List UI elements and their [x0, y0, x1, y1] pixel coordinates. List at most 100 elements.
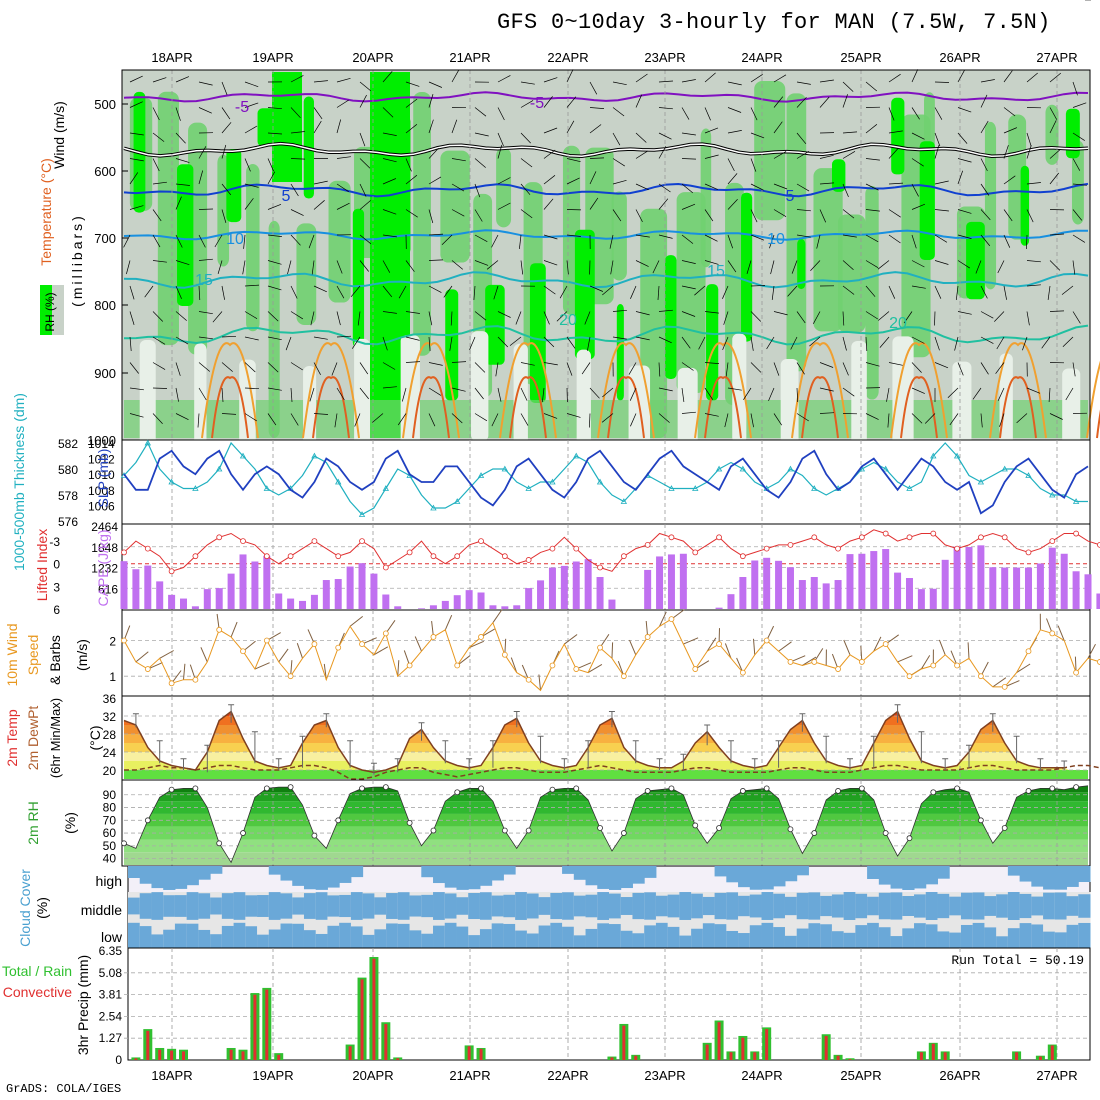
wind-barb [543, 362, 558, 366]
mid-cloud-cell [280, 893, 293, 919]
wind-barb [750, 311, 762, 322]
wind-barb [198, 234, 206, 248]
rain-precip-bar [360, 979, 364, 1060]
lifted-index-line-point [359, 538, 365, 544]
wind-barb [566, 158, 581, 163]
wind-barb [359, 158, 371, 169]
wind-barb [313, 285, 327, 293]
lifted-index-line-point [501, 553, 508, 560]
wind-barb [796, 387, 799, 403]
temp2m-units: (°C) [87, 725, 103, 750]
rain-precip-bar [622, 1025, 626, 1060]
wind-barb [495, 362, 499, 377]
wind-barb [934, 260, 949, 265]
cape-bar [120, 561, 128, 609]
wind-barb [581, 362, 591, 375]
wind10-barb [753, 638, 756, 655]
wind-barb [865, 183, 879, 191]
wind-barb [911, 336, 925, 344]
wind-barb [152, 77, 167, 83]
cape-bar [965, 547, 973, 609]
wind10-line-point [835, 666, 841, 672]
wind-barb [994, 311, 1005, 322]
rh-high-area [797, 238, 806, 290]
thickness-line [123, 441, 1088, 516]
mid-cloud-cell [526, 893, 540, 919]
wind10-panel: 21 10m Wind Speed & Barbs (m/s) [4, 609, 1100, 697]
mid-cloud-cell [949, 896, 962, 916]
high-cloud-cell [433, 866, 446, 884]
thickness-line-point [811, 485, 818, 491]
wind-barb [957, 170, 964, 185]
lifted-index-line-point [954, 545, 960, 552]
wind-barb [612, 132, 621, 146]
rh2m-line [123, 785, 1089, 864]
low-cloud-cell [503, 923, 516, 948]
wind-barb [428, 233, 444, 236]
rain-precip-bar [634, 1055, 638, 1060]
wind-barb [359, 387, 369, 400]
wind-barb [722, 336, 729, 351]
rh-high-area [445, 289, 459, 401]
mid-cloud-cell [1078, 894, 1091, 918]
wind-barb [790, 336, 798, 350]
wind-barb [175, 76, 190, 83]
wind-barb [129, 311, 135, 326]
wind-barb [865, 158, 880, 161]
wind-barb [1072, 234, 1086, 243]
bottom-date-labels: 18APR 19APR 20APR 21APR 22APR 23APR 24APR 25APR… [151, 1068, 1077, 1083]
rh-band [124, 852, 1088, 865]
wind-barb [629, 387, 637, 401]
low-cloud-cell [843, 932, 856, 948]
wind-barb [441, 234, 453, 246]
wind-barb [635, 311, 650, 316]
wind-barb [175, 234, 183, 248]
wind-barb [612, 179, 627, 185]
wind10-barb [873, 636, 882, 652]
dewpoint2m-line [124, 764, 1100, 780]
thickness-line-point [668, 485, 675, 491]
wind-barb [704, 127, 719, 134]
wind10-barb [611, 642, 614, 659]
wind-barb [1026, 260, 1041, 263]
wind-barb [336, 77, 351, 83]
cape-bar [1024, 567, 1032, 609]
high-cloud-cell [878, 866, 892, 885]
wind-barb [543, 77, 558, 83]
wind-barb [1026, 311, 1030, 326]
boundary-layer-contour [694, 342, 752, 439]
mid-cloud-cell [644, 892, 657, 920]
wind-barb [819, 154, 834, 159]
wind-barb [635, 234, 650, 238]
wind-barb [658, 146, 667, 159]
cape-ticks: -3 0 3 6 2464 1848 1232 616 [49, 520, 118, 617]
wind-barb [543, 285, 556, 295]
temp2m-tick-label: 28 [103, 728, 117, 742]
wind-barb [1026, 132, 1032, 147]
lifted-index-line-point [478, 538, 484, 544]
wind-barb [819, 209, 827, 223]
low-cloud-cell [890, 936, 903, 948]
lifted-index-line-point [1025, 549, 1032, 556]
wind-barb [175, 107, 181, 121]
wind-barb [589, 197, 599, 210]
wind-barb [405, 81, 420, 87]
wind-barb [566, 177, 580, 185]
wind-barb [589, 413, 591, 428]
rain-precip-bar [1050, 1045, 1054, 1060]
low-cloud-cell [1043, 931, 1056, 948]
low-cloud-cell [972, 922, 985, 948]
high-cloud-cell [620, 866, 633, 889]
wind-barb [267, 285, 282, 291]
wind-barb [198, 311, 213, 315]
wind10-line-point [406, 662, 413, 669]
low-cloud-cell [726, 930, 739, 948]
cape-bar [763, 557, 771, 609]
top-date-label: 24APR [741, 50, 782, 65]
wind-barb [934, 285, 942, 299]
mid-cloud-cell [550, 892, 563, 920]
low-cloud-cell [163, 929, 176, 948]
wind-barb [602, 285, 614, 296]
rh2m-line-point [1001, 825, 1008, 831]
low-cloud-cell [550, 922, 563, 948]
